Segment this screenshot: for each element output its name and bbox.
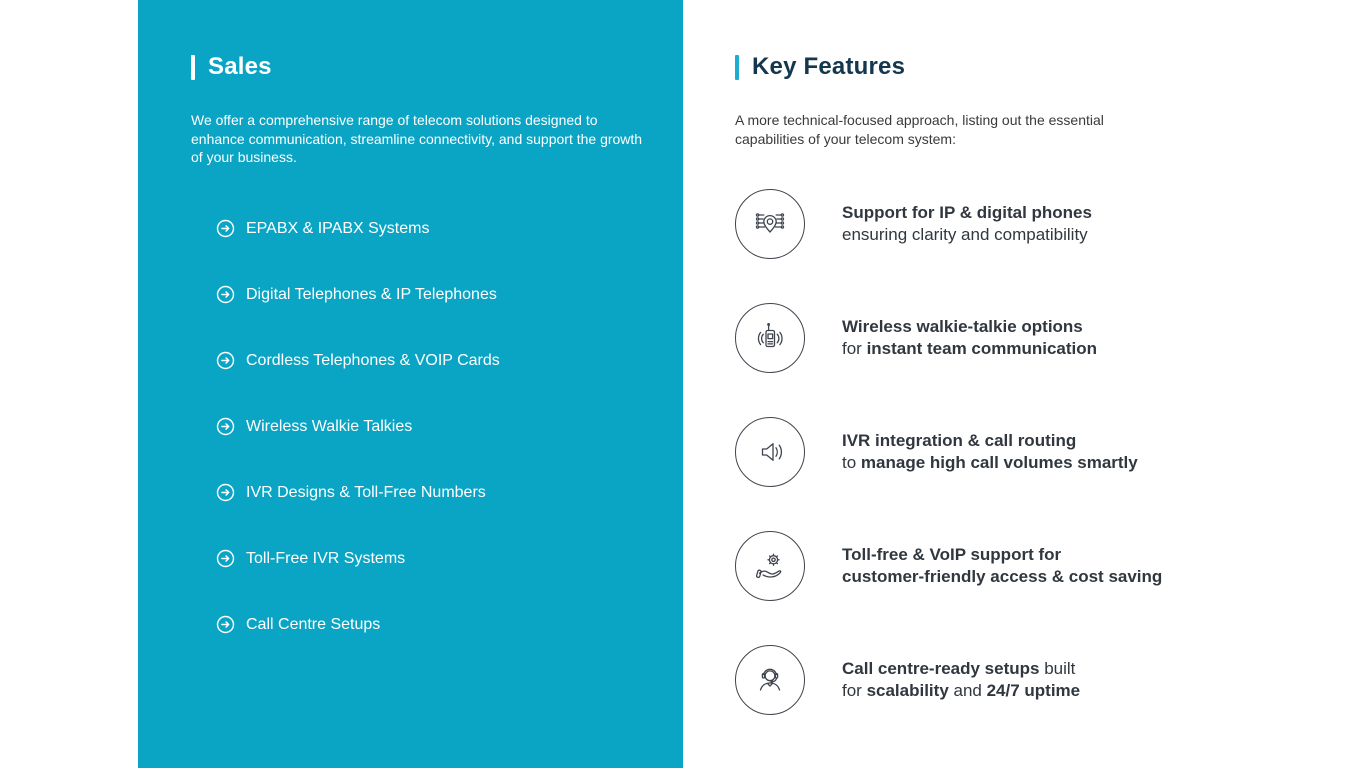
sales-list-item: Digital Telephones & IP Telephones [216,283,643,307]
sales-title: Sales [208,53,272,80]
key-features-content: Key Features A more technical-focused ap… [683,0,1366,715]
feature-row: Toll-free & VoIP support for customer-fri… [735,531,1366,601]
feature-text-line: for scalability and 24/7 uptime [842,681,1081,700]
arrow-right-circle-icon [216,483,235,502]
feature-row: IVR integration & call routing to manage … [735,417,1366,487]
features-list: Support for IP & digital phones ensuring … [735,189,1366,715]
ip-network-icon [735,189,805,259]
feature-text-line: Wireless walkie-talkie options [842,316,1083,336]
sales-panel-content: Sales We offer a comprehensive range of … [138,0,683,637]
feature-row: Call centre-ready setups built for scalab… [735,645,1366,715]
sales-list-item: Call Centre Setups [216,613,643,637]
arrow-right-circle-icon [216,615,235,634]
arrow-right-circle-icon [216,417,235,436]
arrow-right-circle-icon [216,351,235,370]
key-features-title: Key Features [752,53,906,80]
feature-text: Call centre-ready setups built for scalab… [842,658,1080,703]
sales-item-label: Cordless Telephones & VOIP Cards [246,351,500,369]
walkie-talkie-icon [735,303,805,373]
sales-panel: Sales We offer a comprehensive range of … [138,0,683,768]
sales-item-label: Toll-Free IVR Systems [246,549,406,567]
sales-list: EPABX & IPABX Systems Digital Telephones … [191,217,643,637]
feature-text-line: for instant team communication [842,339,1098,358]
feature-text-line: Toll-free & VoIP support for [842,544,1062,564]
sales-item-label: IVR Designs & Toll-Free Numbers [246,483,486,501]
feature-text: IVR integration & call routing to manage … [842,430,1138,475]
arrow-right-circle-icon [216,219,235,238]
arrow-right-circle-icon [216,285,235,304]
feature-text-line: ensuring clarity and compatibility [842,225,1088,244]
support-agent-icon [735,645,805,715]
sales-list-item: Toll-Free IVR Systems [216,547,643,571]
sales-item-label: Digital Telephones & IP Telephones [246,285,497,303]
key-features-panel: Key Features A more technical-focused ap… [683,0,1366,768]
sales-item-label: Wireless Walkie Talkies [246,417,413,435]
arrow-right-circle-icon [216,549,235,568]
feature-text-line: customer-friendly access & cost saving [842,567,1163,586]
sales-list-item: Wireless Walkie Talkies [216,415,643,439]
sales-item-label: Call Centre Setups [246,615,381,633]
feature-text-line: to manage high call volumes smartly [842,453,1138,472]
sales-heading-row: Sales [191,52,643,82]
speaker-icon [735,417,805,487]
feature-text-line: Support for IP & digital phones [842,202,1092,222]
sales-list-item: IVR Designs & Toll-Free Numbers [216,481,643,505]
feature-text: Toll-free & VoIP support for customer-fri… [842,544,1162,589]
key-features-description: A more technical-focused approach, listi… [735,112,1104,147]
feature-row: Support for IP & digital phones ensuring … [735,189,1366,259]
sales-list-item: EPABX & IPABX Systems [216,217,643,241]
heading-accent-bar [191,54,195,80]
feature-text: Support for IP & digital phones ensuring … [842,202,1092,247]
sales-description: We offer a comprehensive range of teleco… [191,112,643,166]
feature-text-line: IVR integration & call routing [842,430,1077,450]
heading-accent-bar [735,54,739,80]
sales-item-label: EPABX & IPABX Systems [246,219,430,237]
sales-list-item: Cordless Telephones & VOIP Cards [216,349,643,373]
key-features-heading-row: Key Features [735,52,1366,82]
feature-row: Wireless walkie-talkie options for instan… [735,303,1366,373]
feature-text: Wireless walkie-talkie options for instan… [842,316,1097,361]
feature-text-line: Call centre-ready setups built [842,658,1076,678]
hand-gear-icon [735,531,805,601]
